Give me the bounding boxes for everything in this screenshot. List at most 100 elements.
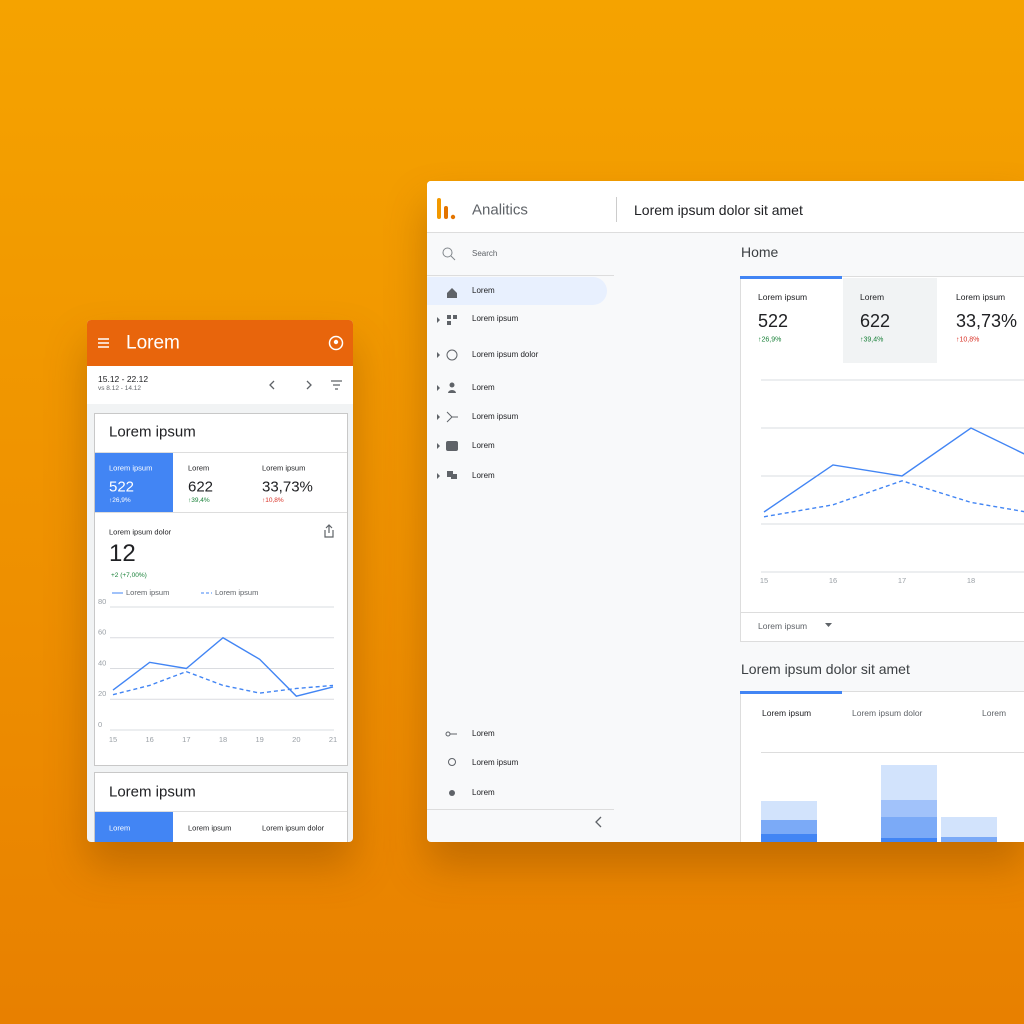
nav-item[interactable]: Lorem	[472, 788, 495, 797]
tile-change: ↑26,9%	[109, 496, 131, 504]
tab[interactable]: Lorem ipsum	[188, 823, 232, 833]
series-line	[763, 480, 1024, 518]
tile-label[interactable]: Lorem ipsum	[956, 291, 1006, 302]
x-tick-label: 16	[829, 576, 837, 585]
tab-indicator	[740, 276, 842, 279]
tile-value: 622	[188, 478, 214, 496]
nav-item[interactable]: Lorem	[472, 471, 495, 480]
app-bar	[87, 320, 353, 366]
dropdown-arrow[interactable]	[825, 623, 833, 629]
y-tick-label: 80	[98, 597, 106, 606]
divider	[95, 512, 347, 513]
tab-indicator	[740, 691, 842, 694]
section-title: Lorem ipsum dolor sit amet	[741, 661, 910, 677]
series-line	[112, 636, 334, 697]
selected-tile[interactable]	[95, 453, 173, 512]
chart-title: Lorem ipsum dolor	[109, 527, 172, 537]
x-tick-label: 16	[145, 735, 153, 744]
series-line	[112, 670, 334, 696]
tile-label[interactable]: Lorem	[188, 463, 210, 473]
bar-segment	[941, 817, 997, 837]
tab[interactable]: Lorem	[109, 823, 131, 833]
section-title: Home	[741, 244, 779, 260]
bottom-icons	[445, 731, 457, 796]
selected-tile[interactable]	[843, 278, 937, 363]
nav-icons	[437, 288, 458, 479]
date-bar	[87, 366, 353, 404]
top-bar	[427, 181, 1024, 233]
x-tick-label: 15	[109, 735, 117, 744]
chart-change: +2 (+7,00%)	[111, 571, 147, 579]
tile-change: ↑26,9%	[758, 336, 782, 344]
bar-segment	[881, 838, 937, 842]
app-title: Lorem	[126, 332, 180, 354]
nav-item[interactable]: Lorem	[472, 441, 495, 450]
series-line	[763, 427, 1024, 513]
nav-item[interactable]: Lorem ipsum	[472, 314, 519, 323]
y-tick-label: 60	[98, 628, 106, 637]
tile-change: ↑39,4%	[860, 336, 884, 344]
legend-label: Lorem ipsum	[126, 588, 169, 597]
x-tick-label: 18	[967, 576, 975, 585]
nav-item[interactable]: Lorem	[472, 383, 495, 392]
bar-segment	[881, 765, 937, 800]
bar-segment	[941, 842, 997, 850]
nav-item[interactable]: Lorem	[472, 286, 495, 295]
collapse-button[interactable]	[594, 816, 604, 828]
tile-value: 33,73%	[262, 478, 313, 496]
search-icon[interactable]	[442, 247, 456, 261]
date-range[interactable]: 15.12 - 22.12	[98, 373, 149, 384]
nav-item[interactable]: Lorem	[472, 729, 495, 738]
divider	[427, 275, 614, 276]
x-tick-label: 21	[329, 735, 337, 744]
tab[interactable]: Lorem ipsum dolor	[262, 823, 325, 833]
x-tick-label: 20	[292, 735, 300, 744]
account-icon[interactable]	[327, 334, 345, 352]
page-title: Lorem ipsum dolor sit amet	[634, 202, 803, 218]
tile-value: 622	[860, 311, 891, 331]
card-title: Lorem ipsum	[109, 423, 196, 441]
bar-segment	[761, 801, 817, 820]
desktop-app: Analitics Lorem ipsum dolor sit amet Sea…	[427, 181, 1024, 842]
divider	[616, 197, 617, 222]
nav-item[interactable]: Lorem ipsum	[472, 412, 519, 421]
date-compare: vs 8.12 - 14.12	[98, 384, 141, 392]
nav-item[interactable]: Lorem ipsum	[472, 758, 519, 767]
tab[interactable]: Lorem ipsum	[762, 707, 812, 718]
search[interactable]: Search	[472, 249, 498, 258]
divider	[95, 811, 347, 812]
tile-value: 33,73%	[956, 311, 1018, 331]
logo	[437, 198, 456, 220]
legend-label: Lorem ipsum	[215, 588, 258, 597]
x-tick-label: 17	[182, 735, 190, 744]
x-tick-label: 19	[255, 735, 263, 744]
nav-item[interactable]: Lorem ipsum dolor	[472, 350, 539, 359]
dropdown[interactable]: Lorem ipsum	[758, 620, 808, 631]
tab[interactable]: Lorem ipsum dolor	[852, 707, 923, 718]
selected-nav[interactable]	[427, 277, 607, 305]
tab[interactable]: Lorem	[982, 707, 1007, 718]
tile-label: Lorem ipsum	[109, 463, 153, 473]
tile-label[interactable]: Lorem ipsum	[262, 463, 306, 473]
tile-label[interactable]: Lorem ipsum	[758, 291, 808, 302]
chart-value: 12	[109, 540, 136, 567]
tile-change: ↑10,8%	[956, 336, 980, 344]
share-icon[interactable]	[322, 523, 336, 539]
menu-icon[interactable]	[97, 337, 111, 349]
tile-change: ↑39,4%	[188, 496, 210, 504]
y-tick-label: 20	[98, 689, 106, 698]
bar-segment	[761, 820, 817, 834]
card-title: Lorem ipsum	[109, 783, 196, 801]
divider	[427, 809, 614, 810]
selected-tab[interactable]	[95, 812, 173, 842]
tile-value: 522	[758, 311, 789, 331]
date-controls[interactable]	[267, 378, 347, 392]
tile-change: ↑10,8%	[262, 496, 284, 504]
y-tick-label: 0	[98, 720, 102, 729]
divider	[95, 452, 347, 453]
tile-label[interactable]: Lorem	[860, 291, 885, 302]
app-name: Analitics	[472, 201, 528, 219]
x-tick-label: 17	[898, 576, 906, 585]
